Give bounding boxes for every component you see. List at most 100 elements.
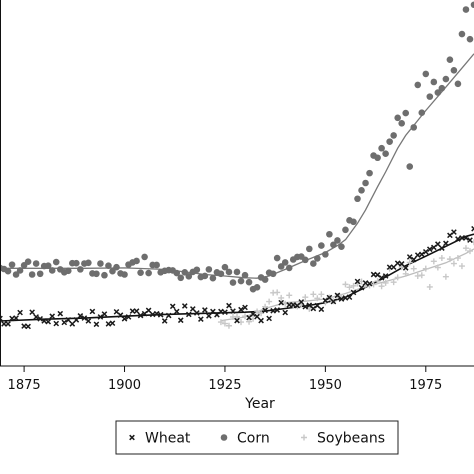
soybeans-point: [258, 310, 265, 317]
corn-point: [318, 242, 325, 249]
corn-point: [394, 114, 401, 122]
wheat-point: [238, 306, 244, 313]
wheat-point: [226, 302, 232, 309]
wheat-point: [206, 313, 212, 319]
soybeans-point: [390, 279, 397, 286]
corn-point: [342, 226, 349, 234]
wheat-point: [61, 319, 68, 326]
soybeans-point: [438, 255, 445, 262]
wheat-point: [77, 313, 84, 319]
soybeans-point: [310, 291, 317, 298]
wheat-point: [266, 315, 272, 322]
wheat-point: [157, 311, 164, 318]
wheat-point: [258, 317, 264, 324]
wheat-point: [262, 307, 268, 314]
corn-point: [177, 274, 185, 282]
wheat-point: [121, 315, 128, 322]
corn-point: [137, 269, 144, 276]
corn-point: [301, 256, 309, 264]
wheat-point: [117, 312, 124, 318]
wheat-point: [382, 273, 389, 279]
corn-point: [181, 269, 189, 276]
corn-point: [245, 278, 253, 286]
corn-point: [450, 66, 458, 74]
corn-point: [105, 262, 112, 270]
wheat-point: [302, 303, 309, 310]
corn-point: [273, 254, 281, 262]
corn-point: [217, 270, 225, 278]
legend-item-corn: Corn: [220, 431, 270, 447]
corn-point: [253, 284, 261, 291]
wheat-point: [314, 302, 321, 309]
legend-item-soybeans: Soybeans: [301, 431, 385, 447]
soybeans-point: [466, 248, 473, 255]
legend-marker-wheat: [129, 434, 135, 441]
soybeans-point: [342, 281, 349, 288]
wheat-point: [290, 302, 297, 308]
corn-point: [85, 259, 92, 267]
wheat-point: [49, 313, 56, 320]
corn-point: [402, 109, 410, 117]
corn-point: [438, 84, 446, 92]
corn-point: [390, 132, 397, 139]
wheat-point: [418, 251, 425, 258]
corn-point: [93, 270, 100, 278]
corn-point: [8, 261, 16, 268]
wheat-point: [97, 314, 104, 320]
soybeans-point: [442, 273, 449, 280]
wheat-point: [426, 246, 433, 253]
corn-point: [193, 266, 201, 274]
wheat-point: [278, 299, 285, 306]
corn-point: [36, 270, 44, 278]
legend-marker-corn: [220, 434, 228, 441]
wheat-point: [37, 315, 43, 322]
soybeans-point: [246, 318, 253, 325]
soybeans-point: [402, 270, 409, 277]
soybeans-point: [350, 282, 357, 289]
wheat-point: [402, 265, 409, 271]
wheat-point: [85, 318, 92, 324]
soybeans-point: [346, 284, 353, 291]
corn-point: [470, 1, 474, 9]
legend-label-wheat: Wheat: [145, 431, 191, 447]
wheat-point: [153, 310, 160, 317]
corn-point: [233, 268, 241, 276]
corn-point: [430, 78, 438, 86]
soybeans-point: [418, 272, 425, 279]
wheat-point: [33, 314, 39, 320]
soybeans-point: [414, 272, 421, 279]
soybeans-point: [314, 295, 321, 302]
corn-point: [382, 150, 389, 158]
wheat-point: [202, 307, 208, 313]
corn-point: [121, 271, 128, 278]
corn-point: [32, 260, 40, 267]
wheat-point: [17, 309, 23, 316]
wheat-point: [101, 311, 108, 317]
wheat-point: [374, 272, 381, 278]
wheat-point: [145, 307, 152, 314]
wheat-point: [439, 245, 445, 251]
corn-point: [16, 267, 24, 274]
wheat-point: [254, 313, 260, 320]
corn-point: [261, 276, 269, 283]
wheat-point: [422, 248, 429, 255]
wheat-point: [230, 308, 236, 314]
corn-point: [314, 255, 321, 262]
series-wheat: [0, 225, 474, 330]
corn-point: [322, 251, 329, 258]
corn-point: [28, 271, 36, 278]
wheat-point: [435, 241, 441, 247]
wheat-point: [406, 254, 413, 260]
wheat-point: [109, 320, 116, 327]
wheat-point: [414, 252, 421, 258]
wheat-point: [45, 318, 52, 325]
soybeans-point: [434, 264, 441, 271]
soybeans-point: [458, 263, 465, 270]
corn-point: [12, 271, 20, 278]
wheat-point: [169, 303, 176, 310]
wheat-point: [467, 237, 473, 243]
wheat-point: [165, 312, 172, 319]
wheat-point: [133, 308, 140, 314]
wheat-point: [294, 302, 301, 309]
wheat-point: [5, 321, 11, 327]
